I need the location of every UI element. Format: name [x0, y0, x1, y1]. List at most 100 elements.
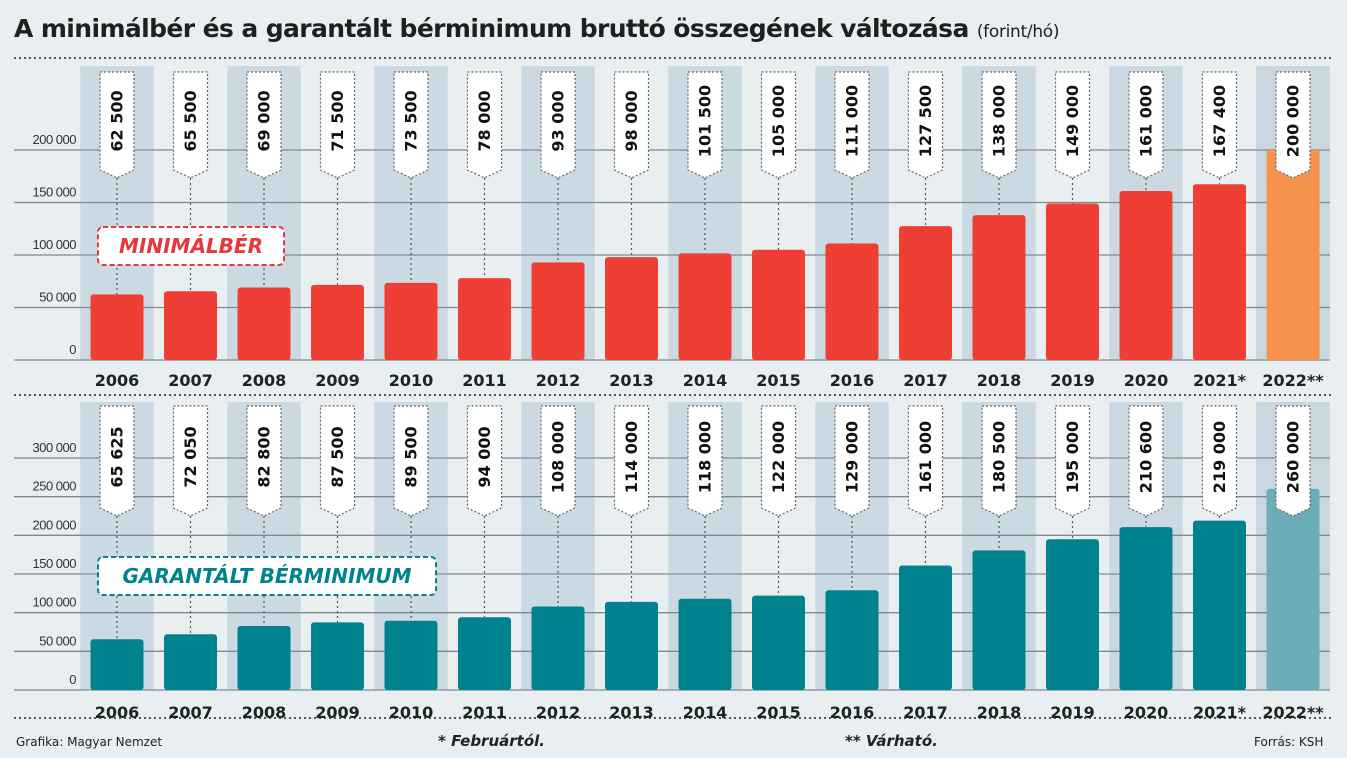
data-label: 89 500	[402, 426, 421, 487]
data-label-box	[981, 71, 1017, 179]
x-tick-label: 2014	[683, 371, 728, 390]
bar-2010	[384, 620, 438, 690]
data-label: 161 000	[916, 421, 935, 493]
bar-2020	[1119, 527, 1173, 690]
data-label: 73 500	[402, 90, 421, 151]
data-label: 101 500	[696, 85, 715, 157]
data-label: 111 000	[843, 85, 862, 157]
data-label-box	[393, 71, 429, 179]
data-label: 219 000	[1210, 421, 1229, 493]
note-february: * Februártól.	[438, 732, 545, 750]
data-label: 69 000	[255, 90, 274, 151]
data-label-box	[907, 405, 944, 517]
x-tick-label: 2013	[609, 371, 654, 390]
bar-2009	[311, 622, 364, 690]
bar-2022**	[1266, 488, 1320, 690]
data-label: 200 000	[1284, 85, 1303, 157]
bar-2014	[678, 253, 732, 360]
data-label-box	[1054, 405, 1091, 517]
data-label-box	[760, 71, 797, 179]
data-label: 161 000	[1137, 85, 1156, 157]
bar-2010	[384, 282, 438, 360]
x-tick-label: 2021*	[1193, 371, 1247, 390]
bar-2019	[1046, 539, 1099, 690]
data-label: 82 800	[255, 426, 274, 487]
x-tick-label: 2009	[315, 703, 360, 722]
x-tick-label: 2010	[389, 371, 434, 390]
data-label-box	[540, 405, 576, 517]
data-label-box	[540, 71, 576, 179]
bar-2017	[899, 226, 952, 360]
series-label: GARANTÁLT BÉRMINIMUM	[123, 564, 412, 588]
data-label-box	[981, 405, 1017, 517]
y-tick-label: 150 000	[33, 556, 77, 571]
data-label-box	[834, 71, 870, 179]
bar-2017	[899, 565, 952, 690]
data-label-box	[172, 405, 209, 517]
data-label-box	[99, 405, 135, 517]
data-label: 260 000	[1284, 421, 1303, 493]
data-label-box	[1128, 405, 1164, 517]
bar-2018	[972, 215, 1026, 360]
data-label: 114 000	[622, 421, 641, 493]
x-tick-label: 2014	[683, 703, 728, 722]
data-label-box	[1128, 71, 1164, 179]
data-label: 65 625	[108, 426, 127, 487]
y-tick-label: 50 000	[39, 290, 76, 305]
bar-2016	[825, 243, 879, 360]
series-label: MINIMÁLBÉR	[119, 234, 263, 258]
data-label-box	[99, 71, 135, 179]
x-tick-label: 2010	[389, 703, 434, 722]
bar-2008	[237, 287, 291, 360]
credit: Grafika: Magyar Nemzet	[16, 735, 163, 749]
y-tick-label: 100 000	[33, 237, 77, 252]
x-tick-label: 2008	[242, 371, 287, 390]
x-tick-label: 2021*	[1193, 703, 1247, 722]
data-label: 122 000	[769, 421, 788, 493]
bar-2013	[605, 601, 658, 690]
y-tick-label: 150 000	[33, 185, 77, 200]
bar-2018	[972, 550, 1026, 690]
x-tick-label: 2020	[1124, 703, 1169, 722]
x-tick-label: 2018	[977, 703, 1022, 722]
bar-2022**	[1266, 150, 1320, 360]
bar-2020	[1119, 190, 1173, 360]
x-tick-label: 2007	[168, 703, 213, 722]
data-label-box	[1054, 71, 1091, 179]
data-label-box	[687, 71, 723, 179]
bar-2011	[458, 278, 511, 360]
y-tick-label: 50 000	[39, 633, 76, 648]
x-tick-label: 2011	[462, 371, 507, 390]
data-label: 167 400	[1210, 85, 1229, 157]
title-text: A minimálbér és a garantált bérminimum b…	[14, 14, 969, 43]
x-tick-label: 2017	[903, 703, 948, 722]
data-label: 149 000	[1063, 85, 1082, 157]
y-tick-label: 100 000	[33, 595, 77, 610]
series-label-box	[97, 226, 285, 266]
data-label: 87 500	[328, 426, 347, 487]
data-label-box	[1275, 71, 1311, 179]
data-label: 94 000	[475, 426, 494, 487]
bar-2016	[825, 590, 879, 690]
source: Forrás: KSH	[1254, 735, 1324, 749]
data-label-box	[1275, 405, 1311, 517]
x-tick-label: 2015	[756, 703, 801, 722]
data-label-box	[613, 405, 650, 517]
data-label: 62 500	[108, 90, 127, 151]
bar-2015	[752, 595, 805, 690]
x-tick-label: 2019	[1050, 703, 1095, 722]
x-tick-label: 2016	[830, 703, 875, 722]
data-label: 118 000	[696, 421, 715, 493]
y-tick-label: 200 000	[33, 132, 77, 147]
data-label: 105 000	[769, 85, 788, 157]
y-tick-label: 0	[69, 342, 76, 357]
bar-2011	[458, 617, 511, 690]
unit-text: (forint/hó)	[976, 22, 1060, 42]
data-label: 72 050	[181, 426, 200, 487]
bar-2012	[531, 606, 585, 690]
x-tick-label: 2007	[168, 371, 213, 390]
data-label: 127 500	[916, 85, 935, 157]
bar-2021*	[1193, 520, 1246, 690]
data-label-box	[834, 405, 870, 517]
bar-2021*	[1193, 184, 1246, 360]
